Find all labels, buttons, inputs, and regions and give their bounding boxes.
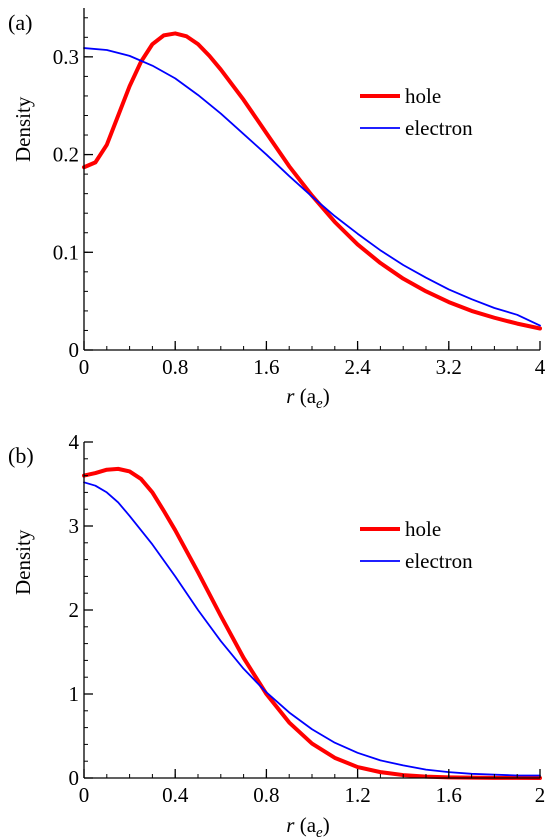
panel-a-legend-label-electron: electron	[405, 116, 473, 140]
panel-b-series-electron-line	[83, 481, 541, 777]
panel-b-x-tick-label: 2	[535, 783, 546, 807]
panel-a-x-tick-label: 0.8	[162, 355, 188, 379]
panel-b-y-tick-label: 1	[69, 682, 80, 706]
panel-a-y-tick-label: 0	[69, 338, 80, 362]
panel-b-chart: (b) 0 1 2 3 4 0 0.4 0.8 1.2 1.6 2 hole electron Dens…	[8, 430, 545, 838]
panel-a-chart: (a) 0 0.1 0.2 0.3 0 0.8 1.6 2.4 3.2 4 hole electron…	[8, 8, 546, 412]
panel-b-label: (b)	[8, 443, 34, 468]
panel-a-label: (a)	[8, 10, 32, 35]
panel-a-series-electron-line	[83, 47, 541, 327]
panel-a-plot-area: 0 0.1 0.2 0.3 0 0.8 1.6 2.4 3.2 4 hole electron	[53, 8, 546, 379]
panel-b-legend-label-electron: electron	[405, 549, 473, 573]
panel-a-x-tick-label: 4	[535, 355, 546, 379]
panel-b-y-tick-label: 0	[69, 766, 80, 790]
panel-a-y-axis-title: Density	[11, 96, 35, 162]
panel-a-x-tick-label: 1.6	[253, 355, 279, 379]
panel-b-y-tick-label: 4	[69, 430, 80, 454]
panel-b-y-tick-label: 3	[69, 514, 80, 538]
panel-a-x-axis-title: r (ae)	[286, 384, 329, 412]
panel-b-x-tick-label: 1.6	[436, 783, 462, 807]
panel-b-plot-area: 0 1 2 3 4 0 0.4 0.8 1.2 1.6 2 hole electron	[69, 430, 546, 807]
panel-a-x-tick-label: 3.2	[436, 355, 462, 379]
panel-b-legend-label-hole: hole	[405, 517, 441, 541]
panel-b-series-hole-line	[82, 466, 542, 780]
panel-b-x-tick-label: 1.2	[344, 783, 370, 807]
panel-b-x-tick-label: 0.8	[253, 783, 279, 807]
panel-a-legend: hole electron	[350, 80, 498, 142]
panel-a-legend-label-hole: hole	[405, 84, 441, 108]
panel-b-legend: hole electron	[350, 513, 498, 575]
panel-a-y-tick-label: 0.3	[53, 45, 79, 69]
panel-a-y-tick-label: 0.2	[53, 143, 79, 167]
panel-b-legend-box	[350, 513, 498, 575]
panel-a-x-tick-label: 0	[79, 355, 90, 379]
panel-b-y-axis-title: Density	[11, 529, 35, 595]
panel-a-y-tick-label: 0.1	[53, 240, 79, 264]
panel-b-x-tick-label: 0.4	[162, 783, 189, 807]
panel-a-x-tick-label: 2.4	[344, 355, 371, 379]
panel-b-y-tick-label: 2	[69, 598, 80, 622]
panel-b-x-tick-label: 0	[79, 783, 90, 807]
panel-a-legend-box	[350, 80, 498, 142]
panel-b-x-axis-title: r (ae)	[286, 813, 329, 838]
panel-a-series-hole-line	[82, 31, 542, 331]
